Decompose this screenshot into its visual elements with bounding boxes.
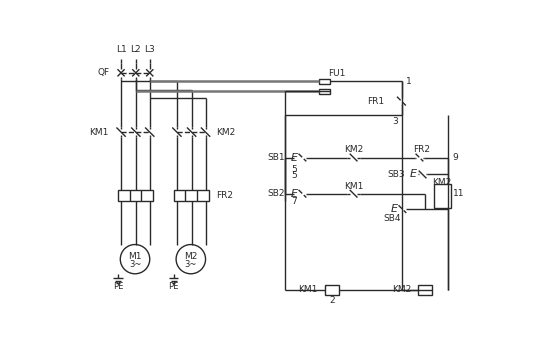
Bar <box>118 190 153 201</box>
Text: KM1: KM1 <box>89 128 109 136</box>
Text: SB2: SB2 <box>268 189 286 198</box>
Text: E: E <box>410 170 417 179</box>
Text: 11: 11 <box>453 189 464 198</box>
Text: E: E <box>290 189 298 199</box>
Text: FR1: FR1 <box>368 97 385 106</box>
Text: E: E <box>290 152 298 163</box>
Bar <box>319 79 329 83</box>
Text: SB1: SB1 <box>267 153 286 162</box>
Text: 3~: 3~ <box>185 260 197 269</box>
Text: 7: 7 <box>292 197 298 206</box>
Bar <box>325 285 339 295</box>
Bar <box>434 184 451 208</box>
Text: 5: 5 <box>292 165 298 174</box>
Text: KM2: KM2 <box>217 128 236 136</box>
Text: FR2: FR2 <box>413 145 430 154</box>
Text: E: E <box>391 204 397 214</box>
Text: PE: PE <box>113 282 123 291</box>
Text: L3: L3 <box>144 45 155 54</box>
Text: M1: M1 <box>129 252 142 261</box>
Text: L1: L1 <box>116 45 126 54</box>
Text: KM1: KM1 <box>344 182 363 191</box>
Text: 9: 9 <box>453 153 458 162</box>
Text: M2: M2 <box>184 252 197 261</box>
Text: 3: 3 <box>393 117 398 126</box>
Bar <box>319 89 329 94</box>
Text: SB4: SB4 <box>383 214 401 223</box>
Text: QF: QF <box>97 68 109 77</box>
Text: SB3: SB3 <box>388 170 405 179</box>
Text: L2: L2 <box>131 45 141 54</box>
Text: 1: 1 <box>406 77 412 86</box>
Text: 5: 5 <box>292 171 298 180</box>
Text: FR2: FR2 <box>217 191 234 200</box>
Text: KM1: KM1 <box>299 285 318 294</box>
Text: KM2: KM2 <box>344 145 363 154</box>
Bar <box>174 190 208 201</box>
Text: KM2: KM2 <box>432 179 452 187</box>
Text: PE: PE <box>168 282 179 291</box>
Bar <box>418 285 432 295</box>
Text: KM2: KM2 <box>392 285 411 294</box>
Text: FU1: FU1 <box>328 69 345 78</box>
Text: 3~: 3~ <box>129 260 141 269</box>
Text: 2: 2 <box>329 296 335 305</box>
